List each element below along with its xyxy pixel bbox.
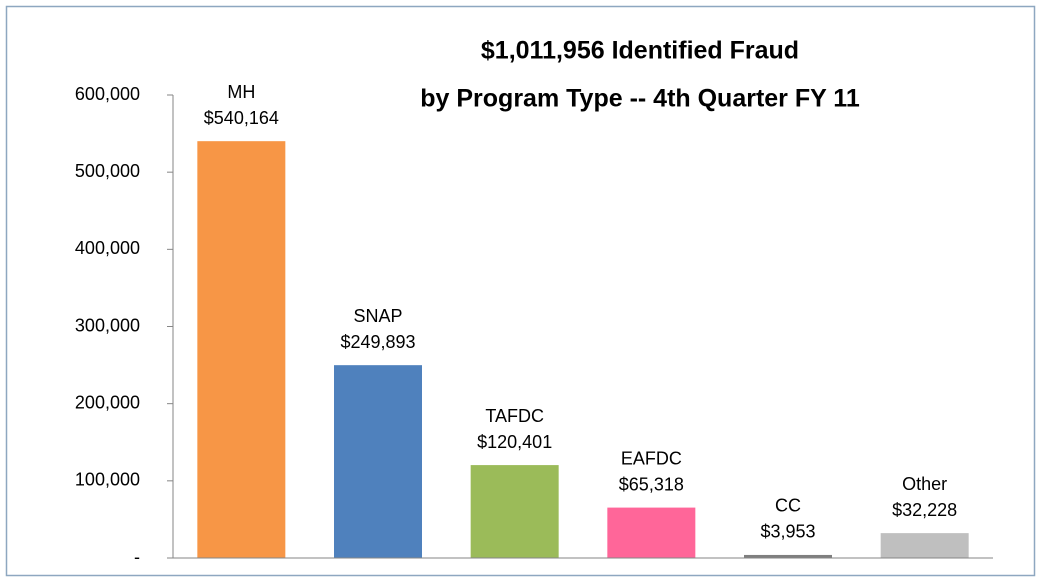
category-label: CC — [775, 496, 801, 516]
bar — [880, 533, 969, 558]
y-tick-label: 500,000 — [75, 161, 140, 181]
y-tick-label: 200,000 — [75, 392, 140, 412]
chart-title: by Program Type -- 4th Quarter FY 11 — [420, 85, 860, 113]
category-label: MH — [227, 82, 255, 102]
bar — [470, 465, 559, 558]
category-label: EAFDC — [621, 448, 682, 468]
category-label: TAFDC — [485, 406, 544, 426]
category-label: SNAP — [353, 306, 402, 326]
bar — [607, 507, 696, 558]
data-label: $32,228 — [892, 500, 957, 520]
data-label: $65,318 — [619, 474, 684, 494]
y-tick-label: - — [134, 547, 140, 567]
chart-title: $1,011,956 Identified Fraud — [481, 37, 799, 65]
y-tick-label: 300,000 — [75, 315, 140, 335]
y-tick-label: 600,000 — [75, 84, 140, 104]
category-label: Other — [902, 474, 947, 494]
bar — [197, 141, 286, 558]
data-label: $3,953 — [760, 522, 815, 542]
data-label: $540,164 — [204, 108, 279, 128]
data-label: $249,893 — [340, 332, 415, 352]
bar — [334, 365, 422, 558]
bar — [744, 554, 832, 558]
data-label: $120,401 — [477, 432, 552, 452]
y-tick-label: 100,000 — [75, 470, 140, 490]
y-tick-label: 400,000 — [75, 238, 140, 258]
